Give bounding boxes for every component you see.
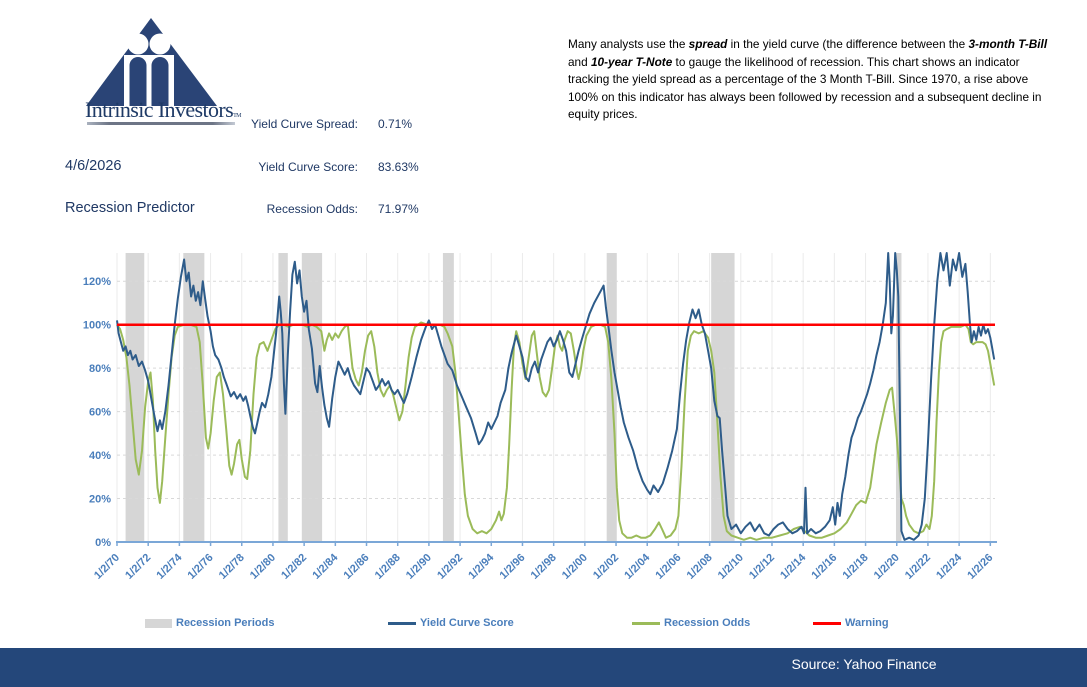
logo-head-left bbox=[127, 33, 149, 55]
chart-legend: Recession Periods Yield Curve Score Rece… bbox=[0, 613, 1087, 635]
x-axis-label: 1/2/74 bbox=[154, 551, 185, 582]
yield-curve-score-swatch bbox=[388, 621, 416, 625]
x-axis-label: 1/2/76 bbox=[186, 552, 216, 582]
logo-body-left-base bbox=[129, 84, 147, 106]
x-axis-label: 1/2/96 bbox=[497, 552, 527, 582]
legend-item-recession-periods: Recession Periods bbox=[145, 613, 274, 633]
recession-odds-swatch bbox=[632, 621, 660, 625]
recession-odds-line bbox=[116, 321, 996, 541]
intrinsic-investors-logo-icon bbox=[86, 18, 217, 106]
x-axis-label: 1/2/78 bbox=[217, 552, 247, 582]
stat-value-recession-odds: 71.97% bbox=[378, 202, 419, 216]
yield-curve-score-line bbox=[116, 252, 996, 541]
brand-name: Intrinsic Investors bbox=[85, 97, 234, 122]
x-axis-label: 1/2/02 bbox=[591, 552, 621, 582]
y-axis-label: 120% bbox=[83, 276, 111, 288]
x-axis-label: 1/2/82 bbox=[279, 552, 309, 582]
logo-head-right bbox=[149, 33, 171, 55]
chart-description: Many analysts use the spread in the yiel… bbox=[568, 36, 1048, 124]
x-axis-label: 1/2/80 bbox=[248, 552, 278, 582]
recession-chart: 0% 20% 40% 60% 80% 100% 120% 1/2/70 1/2/72 1/2/74… bbox=[83, 252, 997, 582]
legend-label: Yield Curve Score bbox=[420, 617, 514, 629]
stat-value-yield-curve-score: 83.63% bbox=[378, 160, 419, 174]
description-segment: to gauge the likelihood of recession. Th… bbox=[568, 54, 1042, 122]
y-axis-label: 80% bbox=[89, 363, 111, 375]
brand-wordmark: Intrinsic InvestorsTM bbox=[85, 97, 241, 123]
x-axis-label: 1/2/08 bbox=[685, 552, 715, 582]
x-axis-label: 1/2/88 bbox=[373, 552, 403, 582]
stat-value-yield-curve-spread: 0.71% bbox=[378, 117, 413, 131]
logo-body-right-base bbox=[151, 84, 169, 106]
x-axis-label: 1/2/20 bbox=[872, 552, 902, 582]
legend-item-recession-odds: Recession Odds bbox=[632, 613, 750, 633]
recession-band bbox=[442, 253, 454, 542]
footer-bar: Source: Yahoo Finance bbox=[0, 648, 1087, 687]
recession-band bbox=[278, 253, 288, 542]
page-title: Recession Predictor bbox=[65, 200, 195, 216]
report-date: 4/6/2026 bbox=[65, 158, 122, 174]
legend-label: Recession Periods bbox=[176, 617, 275, 629]
x-axis-label: 1/2/90 bbox=[404, 552, 434, 582]
trademark-mark: TM bbox=[233, 113, 241, 119]
stat-label-recession-odds: Recession Odds: bbox=[266, 202, 358, 216]
legend-label: Recession Odds bbox=[664, 617, 751, 629]
y-axis-label: 100% bbox=[83, 320, 111, 332]
x-axis-label: 1/2/18 bbox=[841, 552, 871, 582]
warning-swatch bbox=[813, 621, 841, 625]
y-axis-label: 0% bbox=[95, 537, 111, 549]
x-axis-label: 1/2/70 bbox=[92, 552, 122, 582]
x-axis-label: 1/2/72 bbox=[123, 552, 153, 582]
x-axis-label: 1/2/12 bbox=[747, 552, 777, 582]
x-axis-label: 1/2/86 bbox=[342, 552, 372, 582]
x-axis-label: 1/2/14 bbox=[778, 551, 809, 582]
source-attribution: Source: Yahoo Finance bbox=[791, 656, 937, 672]
x-axis-label: 1/2/98 bbox=[529, 552, 559, 582]
description-segment: spread bbox=[688, 37, 728, 51]
description-segment: 3-month T-Bill bbox=[968, 37, 1048, 51]
x-axis-label: 1/2/06 bbox=[653, 552, 683, 582]
y-axis-label: 20% bbox=[89, 493, 111, 505]
legend-label: Warning bbox=[845, 617, 889, 629]
x-axis-label: 1/2/94 bbox=[466, 551, 497, 582]
description-segment: Many analysts use the bbox=[568, 37, 689, 51]
x-axis-label: 1/2/04 bbox=[622, 551, 653, 582]
x-axis-label: 1/2/22 bbox=[903, 552, 933, 582]
legend-item-yield-curve-score: Yield Curve Score bbox=[388, 613, 514, 633]
recession-periods-swatch bbox=[145, 618, 172, 628]
x-axis-label: 1/2/26 bbox=[965, 552, 995, 582]
x-axis-label: 1/2/16 bbox=[809, 552, 839, 582]
x-axis-label: 1/2/84 bbox=[310, 551, 341, 582]
x-axis-label: 1/2/00 bbox=[560, 552, 590, 582]
y-axis-label: 60% bbox=[89, 406, 111, 418]
stat-label-yield-curve-score: Yield Curve Score: bbox=[258, 160, 358, 174]
stat-label-yield-curve-spread: Yield Curve Spread: bbox=[251, 117, 358, 131]
y-axis-label: 40% bbox=[89, 450, 111, 462]
x-axis-label: 1/2/92 bbox=[435, 552, 465, 582]
x-axis-label: 1/2/24 bbox=[934, 551, 965, 582]
legend-item-warning: Warning bbox=[813, 613, 889, 633]
x-axis-label: 1/2/10 bbox=[716, 552, 746, 582]
description-segment: in the yield curve (the difference betwe… bbox=[727, 37, 969, 51]
logo-underline bbox=[87, 122, 235, 125]
description-segment: and bbox=[568, 54, 591, 69]
description-segment: 10-year T-Note bbox=[590, 54, 673, 69]
